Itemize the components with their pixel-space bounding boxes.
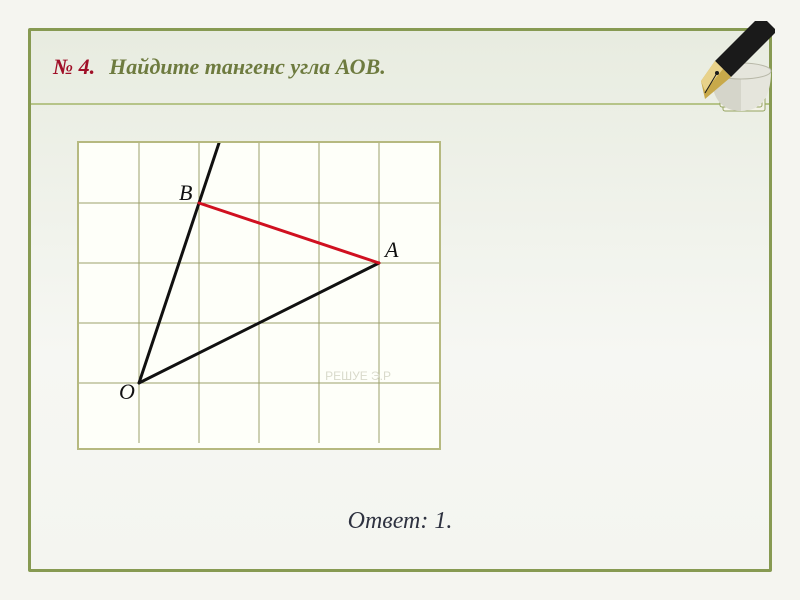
title-bar: № 4. Найдите тангенс угла АОВ.: [31, 31, 769, 105]
slide-frame: № 4. Найдите тангенс угла АОВ. РЕШУЕ Э.Р…: [28, 28, 772, 572]
geometry-diagram: РЕШУЕ Э.Р O B A: [77, 141, 441, 450]
pen-icon: [665, 21, 775, 121]
svg-text:B: B: [179, 180, 192, 205]
problem-number: № 4.: [53, 54, 95, 80]
svg-text:РЕШУЕ Э.Р: РЕШУЕ Э.Р: [325, 369, 391, 383]
svg-text:A: A: [383, 237, 399, 262]
answer-text: Ответ: 1.: [31, 508, 769, 535]
problem-prompt: Найдите тангенс угла АОВ.: [109, 54, 386, 80]
svg-text:O: O: [119, 379, 135, 404]
